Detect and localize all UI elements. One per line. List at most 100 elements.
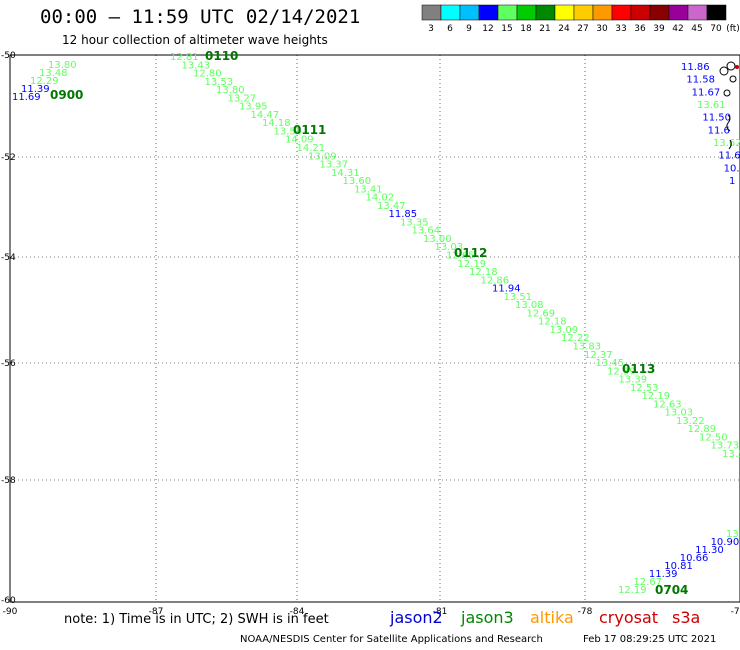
- swh-value: 12.53: [630, 383, 659, 394]
- colorbar-swatch: [687, 4, 708, 21]
- swh-value: 12.19: [458, 259, 487, 270]
- colorbar-label: 15: [501, 24, 512, 34]
- pass-time-label: 0110: [205, 49, 238, 63]
- swh-value: 13.39: [619, 375, 648, 386]
- colorbar-swatch: [611, 4, 632, 21]
- swh-value: 13.37: [320, 160, 349, 171]
- colorbar-label: 33: [615, 24, 626, 34]
- wave-height-points: 13.8013.4812.2911.3911.6912.8113.4312.80…: [12, 52, 740, 596]
- legend-cryosat: cryosat: [599, 608, 659, 627]
- generated-timestamp: Feb 17 08:29:25 UTC 2021: [583, 634, 717, 645]
- colorbar-label: 42: [672, 24, 683, 34]
- lat-label: -54: [1, 253, 16, 263]
- swh-value: 13.62: [713, 138, 740, 149]
- swh-value: 11.67: [692, 87, 721, 98]
- swh-value: 11.94: [492, 284, 521, 295]
- swh-value: 11.6: [718, 151, 740, 162]
- colorbar-label: 27: [577, 24, 588, 34]
- swh-value: 12.18: [469, 267, 498, 278]
- swh-value: 13.80: [48, 60, 77, 71]
- colorbar-label: 36: [634, 24, 646, 34]
- swh-value: 13.80: [216, 85, 245, 96]
- pass-time-label: 0900: [50, 88, 83, 102]
- swh-value: 12.81: [170, 52, 199, 63]
- swh-value: 13.55: [274, 126, 303, 137]
- swh-value: 11.86: [681, 62, 710, 73]
- colorbar-swatch: [535, 4, 556, 21]
- swh-value: 12.18: [538, 317, 567, 328]
- swh-value: 13.03: [435, 242, 464, 253]
- swh-value: 11.58: [686, 75, 715, 86]
- swh-value: 13.60: [343, 176, 372, 187]
- colorbar-label: 12: [482, 24, 493, 34]
- swh-value: 13.22: [676, 416, 705, 427]
- lon-label: -84: [290, 607, 305, 617]
- swh-value: 14.02: [366, 193, 395, 204]
- colorbar-unit: (ft): [726, 24, 740, 34]
- plot-frame: [9, 54, 740, 603]
- colorbar-label: 9: [466, 24, 472, 34]
- footnote: note: 1) Time is in UTC; 2) SWH is in fe…: [64, 612, 329, 627]
- colorbar-swatch: [440, 4, 461, 21]
- swh-value: 12.86: [481, 275, 510, 286]
- colorbar-swatch: [592, 4, 613, 21]
- swh-value: 12.63: [653, 399, 682, 410]
- pass-time-label: 0113: [622, 362, 655, 376]
- swh-value: 10.90: [711, 537, 740, 548]
- swh-value: 14.47: [251, 110, 280, 121]
- colorbar-label: 3: [428, 24, 434, 34]
- lon-label: -78: [578, 607, 593, 617]
- swh-value: 13.09: [308, 151, 337, 162]
- lat-label: -56: [1, 359, 16, 369]
- swh-value: 11.85: [389, 209, 418, 220]
- swh-value: 13.43: [182, 60, 211, 71]
- map-title: 00:00 – 11:59 UTC 02/14/2021: [40, 6, 361, 28]
- legend-s3a: s3a: [672, 608, 701, 627]
- swh-value: 13.47: [377, 201, 406, 212]
- colorbar-label: 18: [520, 24, 532, 34]
- coastline-marks: [719, 61, 739, 150]
- swh-value: 10.: [724, 163, 740, 174]
- lon-label: -90: [3, 607, 18, 617]
- lon-label: -81: [433, 607, 448, 617]
- lat-label: -50: [1, 51, 16, 61]
- swh-value: 12.39: [607, 366, 636, 377]
- swh-value: 13.00: [423, 234, 452, 245]
- swh-value: 10.81: [664, 561, 693, 572]
- swh-value: 12.80: [193, 69, 222, 80]
- swh-value: 13.09: [550, 325, 579, 336]
- swh-value: 13.03: [665, 408, 694, 419]
- swh-value: 12.89: [688, 424, 717, 435]
- swh-value: 12.19: [618, 585, 647, 596]
- colorbar: 3 6 9 12 15 18 21 24 27 30 33 36 39 42 45 70 (ft): [421, 4, 740, 34]
- colorbar-swatch: [497, 4, 518, 21]
- colorbar-label: 6: [447, 24, 453, 34]
- map-subtitle: 12 hour collection of altimeter wave hei…: [62, 33, 328, 47]
- swh-value: 1: [729, 176, 735, 187]
- swh-value: 13.51: [504, 292, 533, 303]
- swh-value: 13.41: [354, 184, 383, 195]
- colorbar-swatch: [516, 4, 537, 21]
- graticule: [10, 55, 740, 602]
- colorbar-swatch: [630, 4, 651, 21]
- pass-time-label: 0112: [454, 246, 487, 260]
- swh-value: 11.39: [21, 84, 50, 95]
- colorbar-label: 24: [558, 24, 570, 34]
- swh-value: 12.65: [446, 251, 475, 262]
- swh-value: 12.19: [642, 391, 671, 402]
- pass-time-label: 0704: [655, 583, 688, 597]
- colorbar-swatch: [421, 4, 442, 21]
- swh-value: 11.30: [695, 545, 724, 556]
- swh-value: 12.50: [699, 432, 728, 443]
- swh-value: 13.53: [205, 77, 234, 88]
- lat-label: -60: [1, 596, 16, 606]
- colorbar-label: 45: [691, 24, 702, 34]
- colorbar-swatch: [554, 4, 575, 21]
- swh-value: 12.69: [527, 308, 556, 319]
- swh-value: 14.09: [285, 135, 314, 146]
- colorbar-swatch: [478, 4, 499, 21]
- swh-value: 13.48: [39, 68, 68, 79]
- legend-altika: altika: [530, 608, 574, 627]
- swh-value: 13.27: [228, 93, 257, 104]
